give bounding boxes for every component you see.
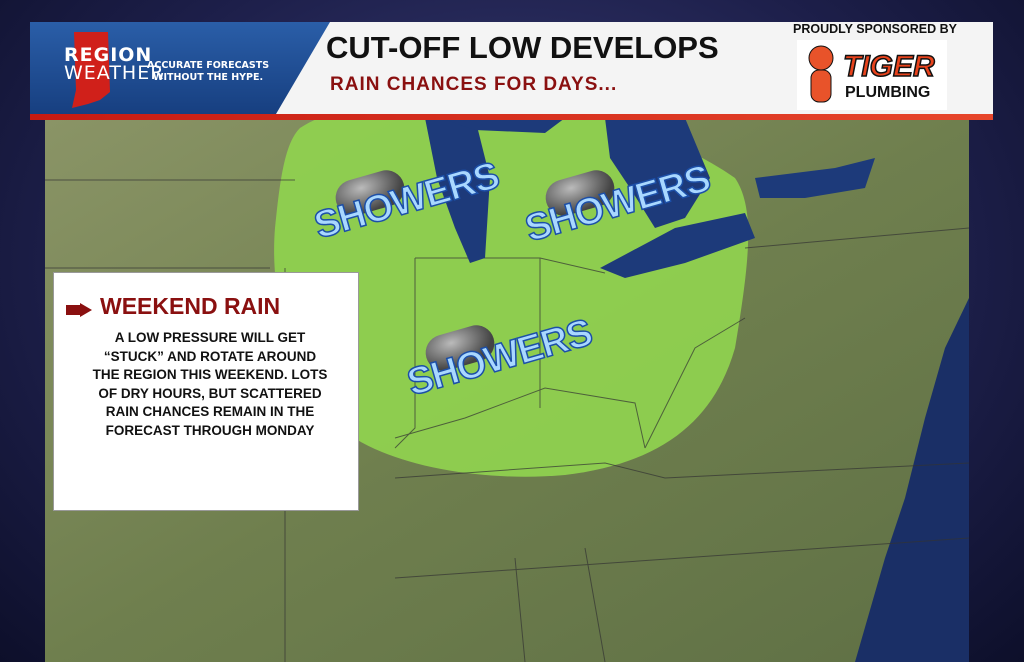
tiger-mascot-icon bbox=[808, 45, 834, 103]
brand-tagline: ACCURATE FORECASTS WITHOUT THE HYPE. bbox=[147, 60, 269, 84]
header-stripe bbox=[30, 114, 993, 120]
tagline-line-1: ACCURATE FORECASTS bbox=[147, 60, 270, 71]
brand-weather: WEATHER bbox=[64, 62, 165, 84]
sponsor-logo: TIGER PLUMBING bbox=[797, 40, 947, 110]
sponsor-name-tiger: TIGER bbox=[842, 49, 935, 84]
header-banner: REGION WEATHER ACCURATE FORECASTS WITHOU… bbox=[30, 22, 993, 114]
brand-region: REGION bbox=[64, 44, 153, 66]
page-title: CUT-OFF LOW DEVELOPS bbox=[326, 30, 719, 65]
page-subtitle: RAIN CHANCES FOR DAYS... bbox=[330, 74, 618, 95]
arrow-icon bbox=[66, 303, 92, 317]
brand-panel: REGION WEATHER ACCURATE FORECASTS WITHOU… bbox=[30, 22, 330, 114]
info-title: WEEKEND RAIN bbox=[100, 293, 281, 319]
sponsor-label: PROUDLY SPONSORED BY bbox=[793, 22, 957, 36]
info-body: A LOW PRESSURE WILL GET “STUCK” AND ROTA… bbox=[92, 330, 328, 438]
rain-area bbox=[274, 118, 749, 477]
weather-map bbox=[45, 118, 969, 662]
tagline-line-2: WITHOUT THE HYPE. bbox=[152, 72, 264, 83]
ocean bbox=[855, 298, 969, 662]
great-lakes bbox=[425, 118, 875, 278]
info-box: WEEKEND RAIN A LOW PRESSURE WILL GET “ST… bbox=[53, 272, 359, 511]
sponsor-name-plumbing: PLUMBING bbox=[845, 84, 931, 101]
indiana-map-icon bbox=[72, 32, 110, 108]
